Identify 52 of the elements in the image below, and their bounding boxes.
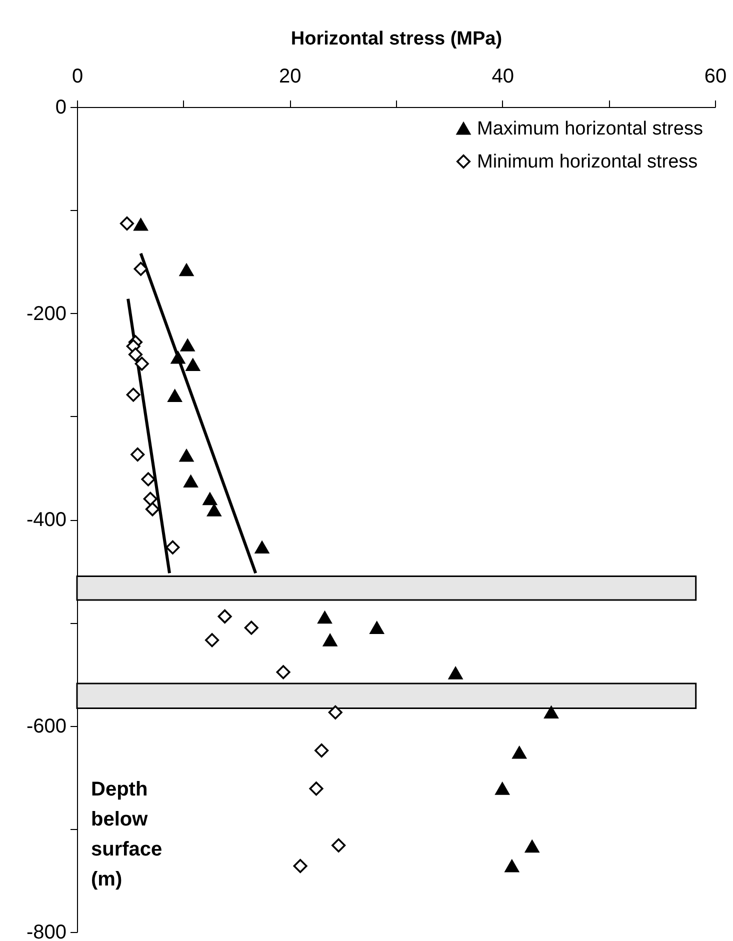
y-tick-label: 0: [55, 96, 66, 118]
point: [314, 743, 329, 758]
point: [180, 449, 194, 462]
point: [309, 782, 324, 796]
point: [525, 840, 540, 853]
point: [332, 838, 346, 852]
point: [370, 622, 384, 634]
point: [126, 388, 140, 402]
x-tick-label: 20: [279, 66, 302, 88]
y-tick-label: -200: [26, 302, 66, 325]
point: [318, 611, 332, 624]
point: [186, 358, 200, 372]
legend-label: Maximum horizontal stress: [477, 118, 703, 140]
point: [184, 475, 198, 488]
point: [205, 633, 220, 648]
point: [328, 705, 342, 720]
point: [180, 339, 195, 352]
point: [128, 347, 143, 362]
point: [120, 216, 134, 231]
point: [170, 351, 186, 364]
point: [293, 858, 308, 874]
point: [512, 746, 526, 759]
point: [254, 541, 270, 554]
point: [544, 706, 558, 719]
point: [504, 860, 519, 872]
x-axis-title: Horizontal stress (MPa): [290, 28, 502, 50]
legend-label: Minimum horizontal stress: [477, 152, 698, 172]
y-axis-title: Depth below surface (m): [91, 778, 162, 890]
point: [168, 390, 182, 402]
x-tick-label: 60: [704, 66, 727, 88]
point: [134, 262, 148, 276]
point: [143, 492, 158, 506]
point: [180, 264, 194, 276]
point: [495, 782, 510, 795]
point: [448, 666, 463, 680]
point: [141, 472, 156, 486]
y-tick-label: -400: [26, 509, 66, 531]
point: [244, 620, 258, 635]
x-tick-label: 0: [72, 66, 84, 88]
point: [166, 540, 180, 554]
y-tick-label: -600: [26, 715, 66, 738]
point: [218, 609, 232, 624]
point: [134, 218, 148, 231]
x-tick-label: 40: [492, 66, 514, 88]
point: [145, 502, 160, 516]
point: [134, 356, 149, 371]
point: [130, 448, 145, 462]
point: [276, 665, 290, 680]
point: [202, 492, 217, 506]
point: [323, 634, 338, 646]
y-tick-label: -800: [26, 922, 66, 941]
point: [207, 504, 222, 516]
